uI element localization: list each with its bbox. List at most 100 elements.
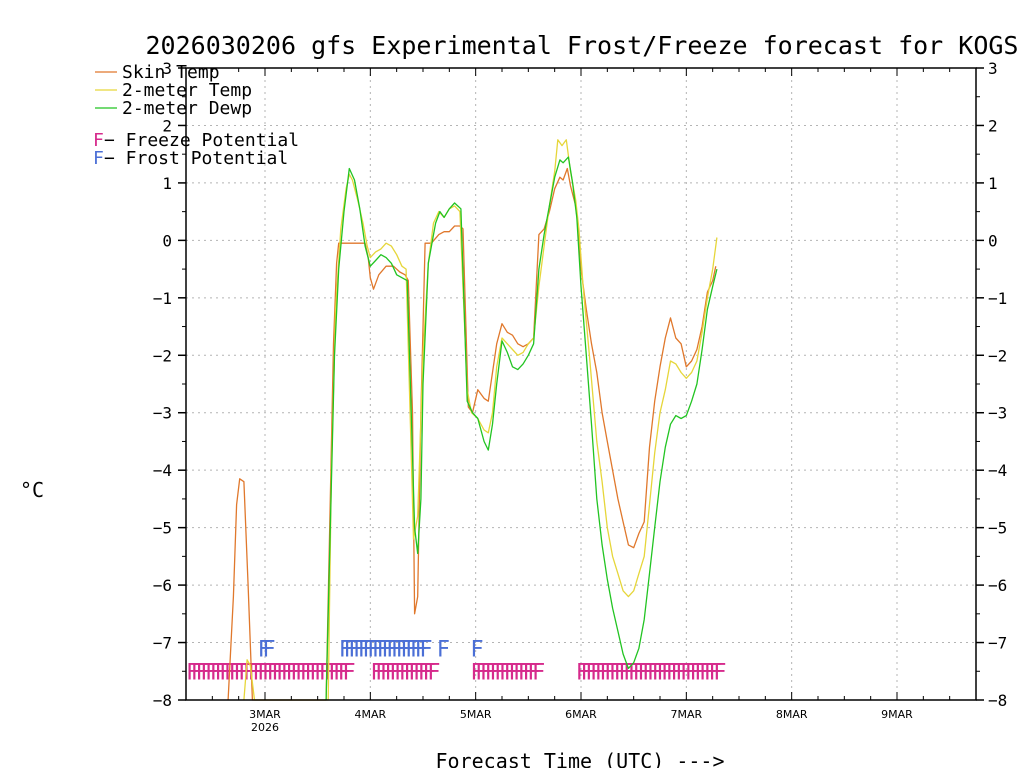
x-tick-label: 6MAR: [565, 708, 597, 721]
freeze-potential-mark: F: [342, 660, 355, 685]
series-lines: [227, 139, 718, 701]
y-axis-right: −8 −7 −6 −5 −4 −3 −2 −1 0 1 2 3: [976, 59, 1007, 710]
x-tick-label: 5MAR: [460, 708, 492, 721]
frost-potential-mark: F: [348, 637, 361, 662]
freeze-potential-mark: F: [210, 660, 223, 685]
freeze-potential-mark: F: [604, 660, 617, 685]
freeze-potential-mark: F: [513, 660, 526, 685]
y-axis-label: °C: [20, 478, 44, 502]
x-tick-label: 8MAR: [776, 708, 808, 721]
freeze-potential-mark: F: [300, 660, 313, 685]
frost-potential-mark: F: [396, 637, 409, 662]
freeze-potential-mark: F: [532, 660, 545, 685]
freeze-potential-mark: F: [713, 660, 726, 685]
freeze-potential-mark: F: [413, 660, 426, 685]
freeze-potential-mark: F: [333, 660, 346, 685]
y-tick-label: −6: [988, 576, 1007, 595]
legend-label: − Frost Potential: [104, 148, 288, 169]
frost-potential-mark: F: [353, 637, 366, 662]
freeze-potential-mark: F: [614, 660, 627, 685]
freeze-potential-mark: F: [408, 660, 421, 685]
freeze-potential-mark: F: [394, 660, 407, 685]
y-tick-label: −1: [153, 289, 172, 308]
freeze-potential-mark: F: [338, 660, 351, 685]
freeze-potential-mark: F: [704, 660, 717, 685]
freeze-potential-mark: F: [661, 660, 674, 685]
y-tick-label: 2: [988, 116, 998, 135]
x-tick-label: 3MAR: [249, 708, 281, 721]
series-2-meter-dewp: [325, 156, 718, 701]
y-tick-label: −1: [988, 289, 1007, 308]
freeze-potential-mark: F: [656, 660, 669, 685]
freeze-potential-mark: F: [262, 660, 275, 685]
y-tick-label: 1: [988, 174, 998, 193]
legend-letter: F: [93, 130, 104, 151]
freeze-potential-mark: F: [404, 660, 417, 685]
freeze-potential-mark: F: [427, 660, 440, 685]
frost-potential-mark: F: [358, 637, 371, 662]
frost-potential-mark: F: [367, 637, 380, 662]
freeze-potential-mark: F: [314, 660, 327, 685]
freeze-potential-mark: F: [286, 660, 299, 685]
y-tick-label: −3: [153, 404, 172, 423]
x-tick-label: 9MAR: [881, 708, 913, 721]
freeze-potential-mark: F: [527, 660, 540, 685]
freeze-potential-mark: F: [499, 660, 512, 685]
freeze-potential-mark: F: [623, 660, 636, 685]
frost-potential-mark: F: [372, 637, 385, 662]
y-tick-label: 0: [988, 231, 998, 250]
legend-label: − Freeze Potential: [104, 130, 299, 151]
x-axis-label: Forecast Time (UTC) --->: [436, 749, 725, 768]
frost-potential-mark: F: [391, 637, 404, 662]
freeze-potential-mark: F: [309, 660, 322, 685]
freeze-potential-mark: F: [685, 660, 698, 685]
freeze-potential-mark: F: [370, 660, 383, 685]
freeze-potential-mark: F: [489, 660, 502, 685]
legend-letter: F: [93, 148, 104, 169]
x-tick-sublabel: 2026: [251, 721, 279, 734]
freeze-potential-mark: F: [389, 660, 402, 685]
freeze-potential-mark: F: [637, 660, 650, 685]
y-tick-label: −4: [153, 461, 172, 480]
frost-potential-mark: F: [377, 637, 390, 662]
chart-title: 2026030206 gfs Experimental Frost/Freeze…: [146, 31, 1019, 60]
y-tick-label: −3: [988, 404, 1007, 423]
freeze-potential-mark: F: [328, 660, 341, 685]
freeze-potential-mark: F: [671, 660, 684, 685]
frost-potential-mark: F: [339, 637, 352, 662]
freeze-potential-mark: F: [281, 660, 294, 685]
freeze-potential-mark: F: [290, 660, 303, 685]
frost-potential-mark: F: [381, 637, 394, 662]
y-axis-left: −8 −7 −6 −5 −4 −3 −2 −1 0 1 2 3: [153, 59, 186, 710]
freeze-potential-mark: F: [375, 660, 388, 685]
freeze-potential-mark: F: [195, 660, 208, 685]
freeze-potential-mark: F: [233, 660, 246, 685]
freeze-potential-mark: F: [385, 660, 398, 685]
y-tick-label: −8: [153, 691, 172, 710]
freeze-potential-mark: F: [380, 660, 393, 685]
freeze-potential-mark: F: [699, 660, 712, 685]
y-tick-label: 0: [162, 231, 172, 250]
freeze-potential-mark: F: [576, 660, 589, 685]
x-tick-label: 4MAR: [354, 708, 386, 721]
freeze-potential-mark: F: [229, 660, 242, 685]
freeze-potential-mark: F: [485, 660, 498, 685]
freeze-potential-mark: F: [494, 660, 507, 685]
x-tick-label: 7MAR: [670, 708, 702, 721]
frost-potential-mark: F: [386, 637, 399, 662]
frost-potential-mark: F: [405, 637, 418, 662]
freeze-potential-mark: F: [694, 660, 707, 685]
y-tick-label: −8: [988, 691, 1007, 710]
freeze-potential-mark: F: [305, 660, 318, 685]
freeze-potential-mark: F: [475, 660, 488, 685]
frost-potential-mark: F: [470, 637, 483, 662]
y-tick-label: 2: [162, 116, 172, 135]
freeze-potential-mark: F: [186, 660, 199, 685]
freeze-potential-mark: F: [214, 660, 227, 685]
freeze-potential-mark: F: [191, 660, 204, 685]
freeze-potential-mark: F: [708, 660, 721, 685]
